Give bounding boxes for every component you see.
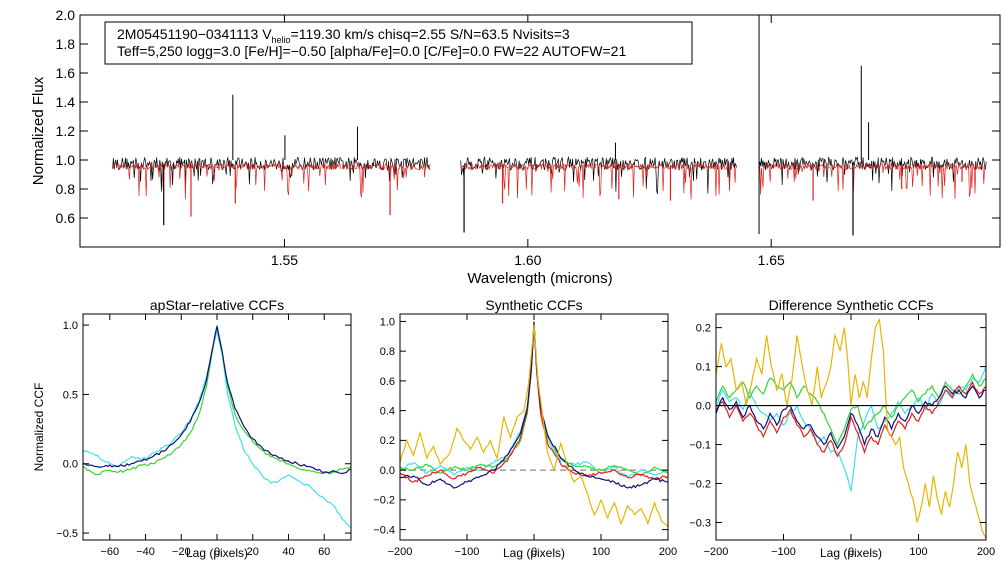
model-spectrum-chip-1 <box>112 162 431 200</box>
y-tick-label: 0.0 <box>696 400 711 412</box>
x-tick-label: 20 <box>247 546 259 558</box>
y-tick-label: −0.1 <box>689 439 711 451</box>
apstar-ccf-axes: −60 −40 −20 0 20 40 60 −0.5 0.0 0.5 1.0 <box>56 314 351 558</box>
x-tick-label: −200 <box>704 546 729 558</box>
spectrum-panel: 1.55 1.60 1.65 0.6 0.8 1.0 1.2 1.4 1.6 1.8 2.0 2M0… <box>30 7 1001 287</box>
series-line-visit3-navy <box>399 322 669 489</box>
info-line-2: Teff=5,250 logg=3.0 [Fe/H]=−0.50 [alpha/… <box>117 43 626 59</box>
y-tick-label: −0.5 <box>56 528 78 540</box>
difference-ccf-series <box>715 317 987 539</box>
y-tick-label: 1.4 <box>56 94 76 110</box>
apstar-ccf-panel: apStar−relative CCFs −60 −40 −20 0 20 40 60 −0.… <box>32 297 352 560</box>
observed-spectrum-chip-3 <box>758 156 987 191</box>
apstar-ccf-xlabel: Lag (pixels) <box>186 546 248 560</box>
y-tick-label: 0.6 <box>56 210 76 226</box>
x-tick-label: 1.65 <box>758 252 785 268</box>
x-tick-label: −60 <box>100 546 119 558</box>
series-line-visit1 <box>399 324 669 479</box>
y-tick-label: 0.0 <box>63 459 78 471</box>
apstar-ccf-frame <box>82 313 352 541</box>
y-tick-label: −0.2 <box>689 478 711 490</box>
series-line-visit3 <box>82 326 352 475</box>
series-line-visit2 <box>399 321 669 477</box>
x-tick-label: −40 <box>136 546 155 558</box>
y-tick-label: −0.2 <box>373 495 395 507</box>
series-line-visit3-red <box>715 380 987 458</box>
synthetic-ccf-axes: −200 −100 0 100 200 −0.4 −0.2 0.0 0.2 0.4 0.6 0.8 1.… <box>373 314 677 558</box>
spectrum-series <box>112 15 987 236</box>
y-tick-label: 1.6 <box>56 65 76 81</box>
y-tick-label: 1.0 <box>63 320 78 332</box>
series-line-difference <box>399 324 669 528</box>
x-tick-label: 100 <box>592 546 610 558</box>
observed-spectrum-chip-1 <box>112 156 431 192</box>
y-tick-label: 1.0 <box>380 316 395 328</box>
synthetic-ccf-title: Synthetic CCFs <box>485 297 582 313</box>
apstar-ccf-ylabel: Normalized CCF <box>32 383 46 472</box>
y-tick-label: −0.4 <box>373 524 395 536</box>
x-tick-label: 1.60 <box>514 252 541 268</box>
spectrum-axes: 1.55 1.60 1.65 0.6 0.8 1.0 1.2 1.4 1.6 1.8 2.0 <box>56 7 1000 268</box>
y-tick-label: 0.0 <box>380 465 395 477</box>
x-tick-label: 0 <box>214 546 220 558</box>
spectrum-ylabel: Normalized Flux <box>30 76 47 185</box>
x-tick-label: −100 <box>771 546 796 558</box>
difference-ccf-xlabel: Lag (pixels) <box>820 546 882 560</box>
y-tick-label: 2.0 <box>56 7 76 23</box>
synthetic-ccf-series <box>399 321 669 528</box>
info-box <box>104 21 693 65</box>
synthetic-ccf-frame <box>399 313 669 541</box>
series-line-visit3-red <box>399 321 669 483</box>
y-tick-label: 0.8 <box>56 181 76 197</box>
series-line-visit1 <box>82 330 352 528</box>
x-tick-label: 60 <box>318 546 330 558</box>
y-tick-label: 0.6 <box>380 376 395 388</box>
y-tick-label: 0.5 <box>63 389 78 401</box>
apstar-ccf-series <box>82 324 352 528</box>
apstar-ccf-title: apStar−relative CCFs <box>150 297 284 313</box>
y-tick-label: −0.3 <box>689 517 711 529</box>
x-tick-label: 1.55 <box>271 252 298 268</box>
x-tick-label: −200 <box>388 546 413 558</box>
observed-spectrum-chip-2 <box>460 156 738 194</box>
difference-ccf-axes: −200 −100 0 100 200 −0.3 −0.2 −0.1 0.0 0.1 0.2 <box>689 314 995 558</box>
y-tick-label: 0.8 <box>380 346 395 358</box>
y-tick-label: 0.2 <box>696 322 711 334</box>
x-tick-label: 0 <box>848 546 854 558</box>
difference-ccf-title: Difference Synthetic CCFs <box>769 297 934 313</box>
model-spectrum-chip-2 <box>460 162 738 200</box>
x-tick-label: 0 <box>531 546 537 558</box>
y-tick-label: 0.4 <box>380 405 395 417</box>
x-tick-label: 200 <box>659 546 677 558</box>
series-line-visit1 <box>715 366 987 492</box>
y-tick-label: 0.2 <box>380 435 395 447</box>
series-line-visit3-navy <box>715 385 987 450</box>
series-line-difference <box>715 317 987 539</box>
info-line-1: 2M05451190−0341113 Vhelio=119.30 km/s ch… <box>117 26 570 45</box>
y-tick-label: 1.8 <box>56 36 76 52</box>
series-line-visit2 <box>715 372 987 447</box>
x-tick-label: 200 <box>977 546 995 558</box>
x-tick-label: −20 <box>172 546 191 558</box>
spectrum-xlabel: Wavelength (microns) <box>467 270 612 287</box>
model-spectrum-chip-3 <box>758 162 987 199</box>
x-tick-label: 100 <box>909 546 927 558</box>
synthetic-ccf-xlabel: Lag (pixels) <box>503 546 565 560</box>
y-tick-label: 1.2 <box>56 123 76 139</box>
difference-ccf-panel: Difference Synthetic CCFs −200 −100 0 100 20… <box>689 297 995 560</box>
x-tick-label: −100 <box>455 546 480 558</box>
difference-ccf-frame <box>715 313 987 541</box>
x-tick-label: 40 <box>282 546 294 558</box>
y-tick-label: 0.1 <box>696 361 711 373</box>
y-tick-label: 1.0 <box>56 152 76 168</box>
synthetic-ccf-panel: Synthetic CCFs −200 −100 0 100 200 −0.4 −0.2 0.… <box>373 297 677 560</box>
series-line-visit2 <box>82 324 352 476</box>
